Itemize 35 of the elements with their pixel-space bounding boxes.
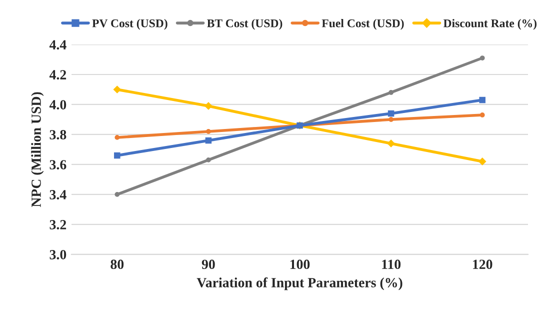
legend-label: Fuel Cost (USD) bbox=[322, 18, 404, 30]
y-tick-label: 4.2 bbox=[49, 70, 66, 80]
y-tick-label: 3.4 bbox=[50, 190, 66, 200]
point bbox=[204, 102, 212, 110]
point bbox=[480, 56, 485, 60]
legend-label: Discount Rate (%) bbox=[443, 18, 536, 30]
point bbox=[114, 192, 120, 197]
point bbox=[113, 86, 122, 94]
point bbox=[114, 135, 120, 140]
x-tick-label: 100 bbox=[290, 260, 310, 270]
legend-label: PV Cost (USD) bbox=[92, 18, 168, 30]
y-tick-label: 3.6 bbox=[50, 160, 66, 170]
x-tick-label: 80 bbox=[110, 260, 124, 270]
point bbox=[480, 112, 485, 118]
point bbox=[388, 90, 394, 95]
point bbox=[206, 158, 211, 162]
point bbox=[205, 137, 212, 144]
x-axis-title: Variation of Input Parameters (%) bbox=[196, 277, 402, 290]
x-tick-label: 90 bbox=[202, 260, 215, 270]
x-tick-label: 120 bbox=[473, 260, 492, 270]
legend-label: BT Cost (USD) bbox=[207, 18, 282, 30]
y-tick-label: 4.4 bbox=[49, 40, 66, 50]
point bbox=[387, 140, 395, 148]
point bbox=[206, 129, 211, 134]
point bbox=[479, 96, 486, 104]
point bbox=[478, 158, 486, 166]
point bbox=[388, 110, 394, 117]
y-tick-label: 3.2 bbox=[50, 220, 66, 230]
y-tick-label: 3.0 bbox=[50, 250, 66, 260]
y-tick-label: 4.0 bbox=[49, 100, 66, 110]
point bbox=[388, 117, 394, 122]
y-tick-label: 3.8 bbox=[50, 130, 66, 140]
y-axis-title: NPC (Million USD) bbox=[31, 92, 44, 208]
x-tick-label: 110 bbox=[382, 260, 401, 270]
point bbox=[114, 152, 120, 159]
